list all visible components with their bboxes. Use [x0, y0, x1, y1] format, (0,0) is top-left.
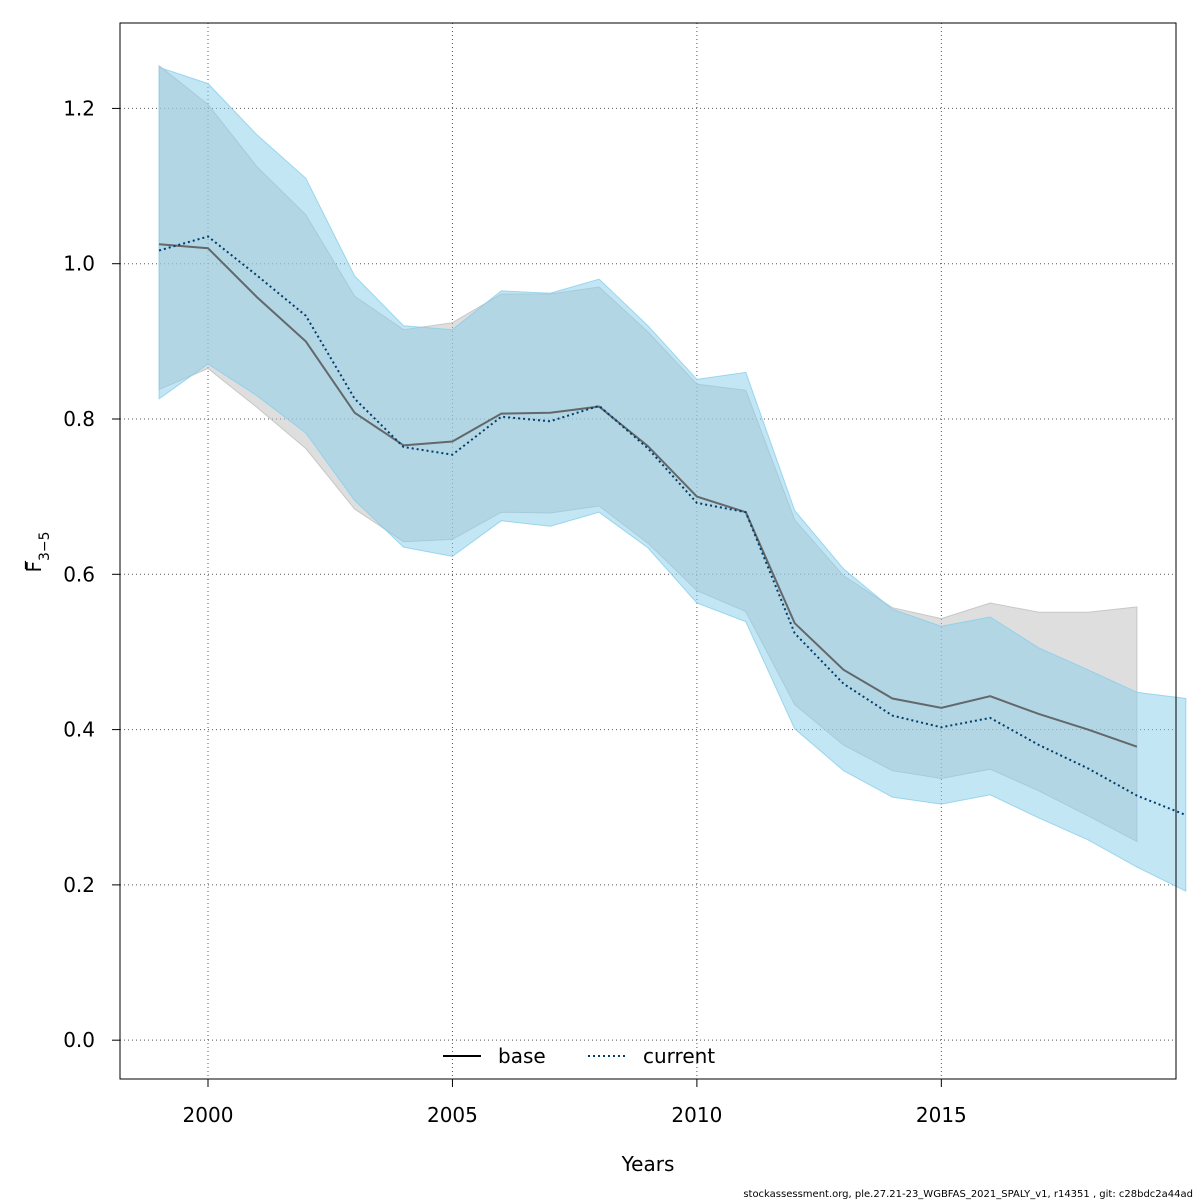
x-tick-label-2000: 2000 — [183, 1103, 234, 1127]
series-lines — [158, 235, 1187, 816]
line-current — [158, 235, 1187, 816]
y-tick-label-1: 0.2 — [63, 873, 95, 897]
x-tick-label-2015: 2015 — [916, 1103, 967, 1127]
band-current — [158, 66, 1187, 892]
legend-current-label: current — [643, 1044, 715, 1068]
plot-frame — [119, 22, 1177, 1080]
y-axis-title-main: F — [22, 561, 46, 573]
x-tick-label-2010: 2010 — [671, 1103, 722, 1127]
axis-ticks: 2000 2005 2010 2015 0.0 0.2 0.4 0.6 0.8 1.0 1.2 — [63, 96, 967, 1127]
legend: base current — [443, 1044, 715, 1068]
y-axis-title-bar: _ — [7, 560, 27, 570]
y-tick-label-2: 0.4 — [63, 718, 95, 742]
x-tick-label-2005: 2005 — [427, 1103, 478, 1127]
svg-text:F3−5: F3−5 — [22, 531, 53, 572]
y-axis-title-subscript: 3−5 — [37, 531, 53, 561]
legend-base-label: base — [498, 1044, 546, 1068]
footer-caption: stockassessment.org, ple.27.21-23_WGBFAS… — [743, 1189, 1193, 1200]
y-tick-label-0: 0.0 — [63, 1028, 95, 1052]
y-axis-title: F3−5 _ — [7, 531, 53, 572]
confidence-bands — [158, 64, 1187, 892]
x-axis-title: Years — [621, 1152, 675, 1176]
y-tick-label-3: 0.6 — [63, 562, 95, 586]
y-tick-label-5: 1.0 — [63, 252, 95, 276]
y-tick-label-4: 0.8 — [63, 407, 95, 431]
y-tick-label-6: 1.2 — [63, 96, 95, 120]
line-base — [159, 243, 1138, 748]
